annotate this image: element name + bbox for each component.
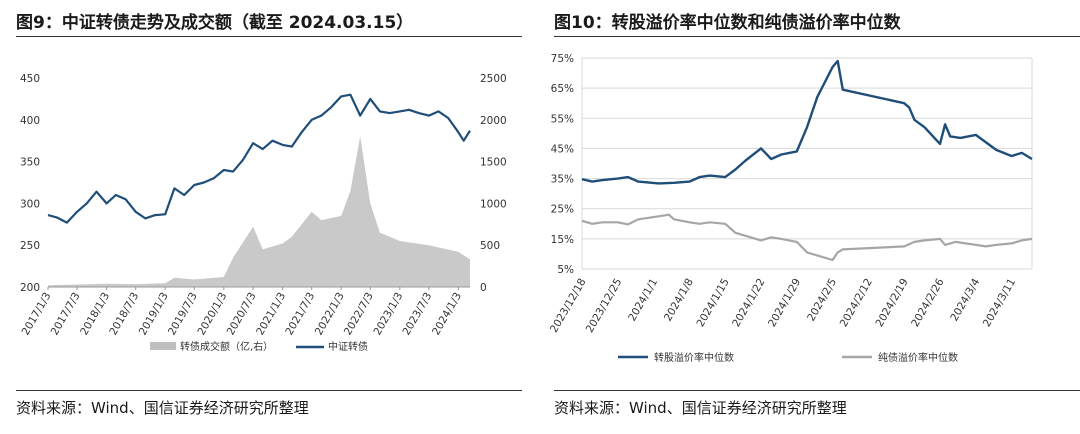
left-top-rule	[16, 36, 522, 37]
y-left-tick-label: 300	[20, 198, 40, 210]
x-tick-label: 2024/1/22	[730, 277, 767, 330]
volume-area-series	[48, 136, 470, 287]
y-left-tick-label: 200	[20, 282, 40, 294]
x-tick-label: 2024/1/1	[626, 277, 660, 324]
x-tick-label: 2024/1/29	[766, 277, 803, 330]
x-tick-label: 2023/12/18	[548, 277, 589, 335]
x-tick-label: 2024/2/12	[838, 277, 875, 330]
legend-label-index: 中证转债	[328, 340, 368, 353]
legend-label-bond-premium: 纯债溢价率中位数	[878, 351, 958, 364]
y-left-tick-label: 350	[20, 157, 40, 169]
y-tick-label: 45%	[551, 143, 574, 155]
bond-premium-line	[581, 213, 1033, 262]
y-right-tick-label: 2000	[480, 115, 507, 127]
y-right-tick-label: 0	[480, 282, 487, 294]
x-tick-label: 2024/2/26	[909, 276, 946, 329]
left-source-note: 资料来源：Wind、国信证券经济研究所整理	[16, 399, 309, 417]
left-chart-panel: 图9：中证转债走势及成交额（截至 2024.03.15） 450 400 350 30…	[0, 0, 522, 434]
x-tick-label: 2024/2/19	[873, 277, 910, 330]
y-right-tick-label: 500	[480, 240, 500, 252]
y-right-tick-label: 1500	[480, 157, 507, 169]
x-tick-label: 2020/7/3	[225, 291, 259, 338]
index-line-series	[47, 93, 471, 224]
right-top-rule	[554, 36, 1080, 37]
right-chart-svg: 75% 65% 55% 45% 35% 25% 15% 5%2023/12/182023/12…	[548, 53, 1033, 364]
x-tick-label: 2022/7/3	[342, 291, 376, 338]
x-tick-label: 2024/1/8	[662, 277, 696, 324]
y-tick-label: 35%	[551, 174, 574, 186]
conversion-premium-line	[581, 59, 1033, 185]
y-tick-label: 75%	[551, 53, 574, 65]
right-source-note: 资料来源：Wind、国信证券经济研究所整理	[554, 399, 847, 417]
y-tick-label: 55%	[551, 113, 574, 125]
right-chart-title: 图10：转股溢价率中位数和纯债溢价率中位数	[554, 13, 901, 33]
y-tick-label: 5%	[557, 264, 574, 276]
left-chart-title: 图9：中证转债走势及成交额（截至 2024.03.15）	[16, 13, 414, 33]
legend-swatch-volume	[150, 342, 176, 350]
y-right-tick-label: 1000	[480, 198, 507, 210]
right-bottom-rule	[554, 390, 1080, 391]
x-tick-label: 2019/7/3	[166, 291, 200, 338]
y-left-tick-label: 450	[20, 73, 40, 85]
x-tick-label: 2024/3/11	[981, 276, 1018, 329]
x-tick-label: 2024/1/15	[694, 277, 731, 330]
y-left-tick-label: 250	[20, 240, 40, 252]
right-chart-panel: 图10：转股溢价率中位数和纯债溢价率中位数 75% 65% 55% 45% 35% 25%…	[538, 0, 1080, 434]
y-tick-label: 15%	[551, 234, 574, 246]
left-chart-svg: 450 400 350 300 250 200 2500 2000 1500 1000 500 0 20…	[20, 73, 507, 353]
y-right-tick-label: 2500	[480, 73, 507, 85]
x-tick-label: 2024/2/5	[805, 277, 839, 324]
y-left-tick-label: 400	[20, 115, 40, 127]
x-tick-label: 2024/3/4	[948, 276, 982, 323]
y-tick-label: 65%	[551, 83, 574, 95]
x-tick-label: 2021/7/3	[283, 291, 317, 338]
legend-label-volume: 转债成交额（亿,右）	[180, 340, 273, 353]
legend-label-conversion-premium: 转股溢价率中位数	[654, 351, 734, 364]
x-tick-label: 2024/1/3	[430, 291, 464, 338]
x-tick-label: 2017/7/3	[49, 291, 83, 338]
y-tick-label: 25%	[551, 204, 574, 216]
left-bottom-rule	[16, 390, 522, 391]
x-tick-label: 2023/7/3	[401, 291, 435, 338]
x-tick-label: 2018/7/3	[107, 291, 141, 338]
x-tick-label: 2023/12/25	[584, 277, 625, 335]
